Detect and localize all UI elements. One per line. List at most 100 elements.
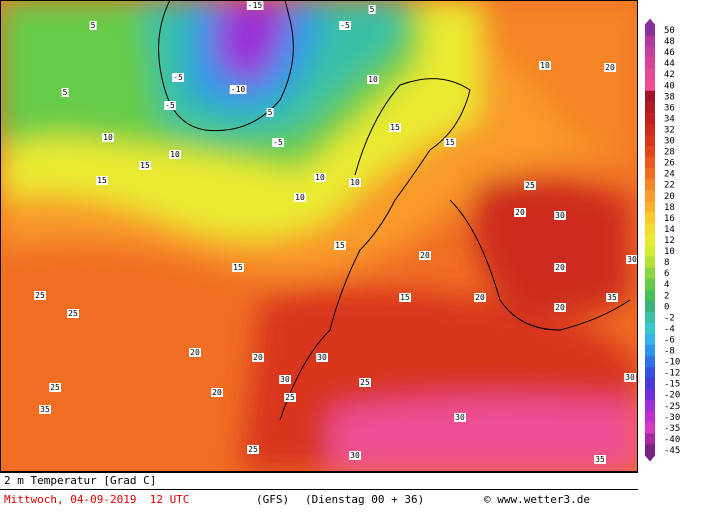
colorbar-label: 48 (664, 37, 675, 47)
contour-label-box (474, 293, 486, 302)
colorbar-label: -6 (664, 335, 675, 345)
contour-label-box (314, 173, 326, 182)
colorbar-label: -15 (664, 380, 680, 390)
colorbar-swatch (645, 245, 655, 258)
colorbar-swatch (645, 57, 655, 70)
contour-label: -5 (173, 73, 183, 82)
contour-label: 15 (97, 176, 107, 185)
contour-label-box (61, 88, 69, 97)
colorbar-swatch (645, 278, 655, 291)
contour-label: 15 (233, 263, 243, 272)
colorbar-label: 34 (664, 114, 675, 124)
colorbar-label: -25 (664, 402, 680, 412)
colorbar-label: -30 (664, 413, 680, 423)
contour-label: 30 (455, 413, 465, 422)
colorbar-swatch (645, 24, 655, 37)
contour-label-box (284, 393, 296, 402)
colorbar-label: -20 (664, 391, 680, 401)
colorbar-swatch (645, 422, 655, 434)
contour-label: 20 (555, 263, 565, 272)
colorbar-label: 30 (664, 137, 675, 147)
contour-label-box (39, 405, 51, 414)
colorbar-label: -12 (664, 369, 680, 379)
credit-label: © www.wetter3.de (484, 493, 590, 506)
contour-label-box (211, 388, 223, 397)
coastline (279, 78, 631, 421)
colorbar-swatch (645, 444, 655, 457)
colorbar-label: 26 (664, 159, 675, 169)
colorbar-swatch (645, 168, 655, 180)
contour-label: 10 (350, 178, 360, 187)
colorbar-label: 44 (664, 59, 675, 69)
contour-label-box (539, 61, 551, 70)
contour-label-box (359, 378, 371, 387)
colorbar-label: 4 (664, 280, 669, 290)
colorbar-label: 32 (664, 125, 675, 135)
contour-label: 25 (525, 181, 535, 190)
colorbar-label: 36 (664, 103, 675, 113)
contour-label-box (169, 150, 181, 159)
contour-label: -10 (231, 85, 246, 94)
contour-label-box (524, 181, 536, 190)
contour-label-box (247, 445, 259, 454)
colorbar-swatch (645, 35, 655, 48)
contour-label: 25 (248, 445, 258, 454)
contour-label: 30 (627, 255, 637, 264)
colorbar-swatch (645, 190, 655, 202)
run-label: (Dienstag 00 + 36) (305, 493, 424, 506)
colorbar-swatch (645, 311, 655, 324)
model-label: (GFS) (256, 493, 289, 506)
contour-label: 20 (475, 293, 485, 302)
contour-label-box (102, 133, 114, 142)
date-label: Mittwoch, 04-09-2019 12 UTC (4, 493, 189, 506)
contour-label-box (229, 85, 247, 94)
colorbar-label: 14 (664, 225, 675, 235)
colorbar-swatch (645, 289, 655, 302)
colorbar-label: 40 (664, 81, 675, 91)
contour-label-box (164, 101, 176, 110)
contour-label-box (554, 263, 566, 272)
contour-label: 20 (420, 251, 430, 260)
colorbar-label: 2 (664, 291, 669, 301)
contour-label-box (96, 176, 108, 185)
contour-label-box (514, 208, 526, 217)
contour-label: 35 (595, 455, 605, 464)
colorbar-label: 38 (664, 92, 675, 102)
contour-label: 5 (268, 108, 273, 117)
contour-label-box (294, 193, 306, 202)
contour-label: 25 (285, 393, 295, 402)
contour-label: 10 (103, 133, 113, 142)
contour-label: 30 (317, 353, 327, 362)
colorbar-swatch (645, 345, 655, 357)
contour-label-box (419, 251, 431, 260)
contour-label: -5 (340, 21, 350, 30)
contour-label: 30 (555, 211, 565, 220)
contour-label-box (349, 451, 361, 460)
colorbar-label: -45 (664, 446, 680, 456)
contour-label-box (367, 75, 379, 84)
colorbar-swatch (645, 356, 655, 368)
contour-label: 25 (68, 309, 78, 318)
colorbar-label: 50 (664, 26, 675, 36)
contour-label-box (266, 108, 274, 117)
colorbar-label: 6 (664, 269, 669, 279)
contour-label-box (389, 123, 401, 132)
contour-label: 20 (515, 208, 525, 217)
colorbar-swatch (645, 389, 655, 401)
contour-label-box (89, 21, 97, 30)
map-frame (0, 0, 638, 472)
contour-label: 30 (280, 375, 290, 384)
colorbar-swatch (645, 157, 655, 169)
contour-label-box (272, 138, 284, 147)
contour-label-box (349, 178, 361, 187)
colorbar-swatch (645, 79, 655, 92)
colorbar-label: -40 (664, 435, 680, 445)
contour-label-box (399, 293, 411, 302)
contour-label-box (316, 353, 328, 362)
colorbar-swatch (645, 179, 655, 191)
contour-label-box (606, 293, 618, 302)
colorbar-label: -35 (664, 424, 680, 434)
contour-label-box (279, 375, 291, 384)
colorbar-label: 18 (664, 203, 675, 213)
